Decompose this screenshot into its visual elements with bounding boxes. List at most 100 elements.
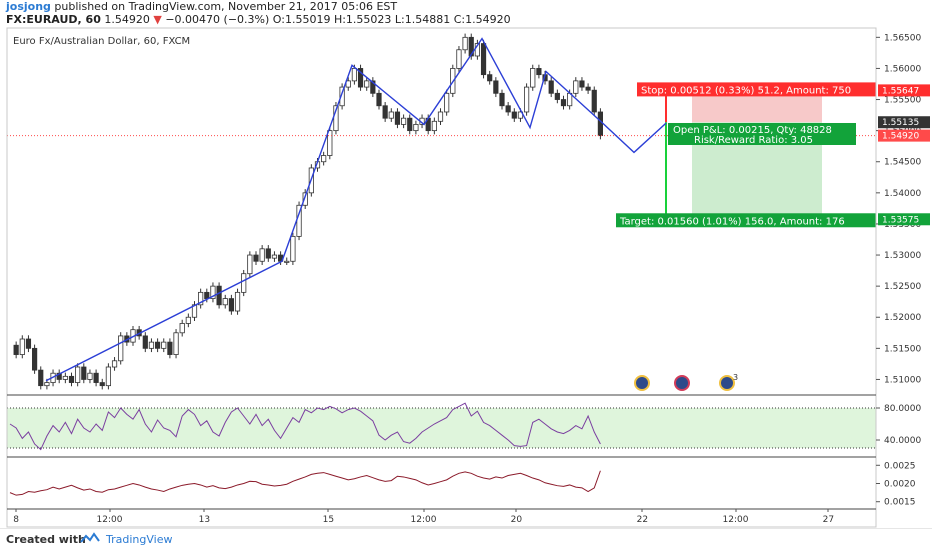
event-marker-ca-icon[interactable] — [719, 375, 735, 391]
current-price-badge: 1.54920 — [878, 129, 930, 142]
candle-up — [185, 316, 191, 324]
candle-down — [511, 111, 517, 119]
candle-down — [480, 43, 487, 76]
candle-down — [560, 99, 567, 107]
target-price-badge-text: 1.53575 — [882, 215, 919, 225]
rsi-line — [9, 402, 601, 451]
candle-down — [536, 68, 542, 76]
author-link[interactable]: josjong — [6, 0, 51, 13]
marker-circle — [674, 375, 690, 391]
time-tick-label: 20 — [511, 515, 523, 525]
time-tick-label: 15 — [323, 515, 334, 525]
tradingview-brand[interactable]: TradingView — [106, 533, 173, 546]
candle-down — [32, 347, 38, 371]
rr-text: Risk/Reward Ratio: 3.05 — [694, 135, 813, 146]
candle-down — [382, 105, 388, 119]
stop-label[interactable]: Stop: 0.00512 (0.33%) 51.2, Amount: 750 — [637, 82, 876, 97]
candle-down — [370, 80, 376, 94]
marker-circle — [719, 375, 735, 391]
current-price-badge-text: 1.54920 — [882, 132, 919, 142]
price-pane[interactable]: Euro Fx/Australian Dollar, 60, FXCM Stop:… — [7, 33, 876, 391]
symbol-name[interactable]: FX:EURAUD, 60 — [6, 13, 101, 26]
candle-up — [198, 291, 204, 306]
candle-down — [597, 111, 604, 137]
candle-up — [259, 248, 265, 262]
time-tick-label: 12:00 — [411, 515, 437, 525]
oscillator-line — [9, 470, 601, 496]
candle-up — [241, 273, 247, 293]
candle-down — [376, 92, 382, 107]
candle-down — [228, 298, 234, 312]
candle-up — [161, 341, 167, 349]
candle-up — [413, 124, 419, 132]
badge-box — [878, 116, 930, 129]
candle-up — [364, 80, 370, 88]
footer: Created with TradingView — [0, 528, 932, 551]
candle-up — [284, 260, 290, 263]
candle-up — [327, 130, 333, 156]
created-with-label: Created with — [6, 533, 86, 546]
target-label-text: Target: 0.01560 (1.01%) 156.0, Amount: 1… — [619, 216, 845, 227]
candle-up — [234, 291, 241, 312]
event-marker-au-icon[interactable] — [634, 375, 650, 391]
target-price-badge: 1.53575 — [878, 213, 930, 226]
rsi-tick-label: 80.0000 — [884, 404, 921, 414]
price-change: −0.00470 (−0.3%) — [165, 13, 270, 26]
chart-canvas[interactable]: Euro Fx/Australian Dollar, 60, FXCM Stop:… — [0, 26, 932, 528]
candle-up — [75, 366, 81, 383]
candle-down — [407, 117, 413, 132]
candle-down — [167, 341, 173, 355]
time-tick-label: 27 — [823, 515, 834, 525]
candle-up — [524, 86, 530, 113]
candle-down — [357, 68, 364, 88]
candle-up — [530, 68, 536, 88]
event-marker-eu-icon[interactable] — [674, 375, 690, 391]
price-tick-label: 1.56000 — [884, 64, 921, 74]
candle-up — [321, 155, 327, 163]
candle-up — [111, 360, 118, 368]
rsi-pane[interactable] — [7, 402, 876, 451]
stop-price-badge-text: 1.55647 — [882, 86, 919, 96]
candle-down — [548, 80, 554, 94]
chart-title: Euro Fx/Australian Dollar, 60, FXCM — [13, 36, 190, 47]
candle-up — [271, 254, 278, 259]
level-price-badge-text: 1.55135 — [882, 118, 919, 128]
rsi-band — [7, 408, 876, 448]
pnl-label[interactable]: Open P&L: 0.00215, Qty: 48828Risk/Reward… — [668, 123, 856, 146]
candle-down — [579, 80, 585, 88]
osc-tick-label: 0.0015 — [884, 498, 916, 508]
candle-down — [38, 369, 44, 387]
candle-up — [462, 36, 468, 51]
candle-up — [222, 298, 228, 306]
label-box — [616, 213, 876, 228]
candle-up — [573, 80, 579, 94]
candle-down — [81, 366, 87, 380]
rsi-tick-label: 40.0000 — [884, 436, 921, 446]
candle-down — [505, 105, 511, 113]
target-label[interactable]: Target: 0.01560 (1.01%) 156.0, Amount: 1… — [616, 213, 876, 228]
last-price: 1.54920 — [104, 13, 150, 26]
tradingview-logo-icon — [80, 532, 100, 543]
candle-up — [437, 111, 444, 122]
price-tick-label: 1.52000 — [884, 313, 921, 323]
time-tick-label: 13 — [199, 515, 210, 525]
price-tick-label: 1.52500 — [884, 282, 921, 292]
candle-up — [118, 335, 124, 362]
candle-up — [290, 235, 296, 262]
candle-up — [179, 323, 185, 334]
candle-down — [99, 382, 105, 387]
zigzag-line — [45, 37, 667, 382]
symbol-line: FX:EURAUD, 60 1.54920 ▼ −0.00470 (−0.3%)… — [6, 13, 511, 26]
candle-up — [388, 111, 394, 119]
candle-up — [400, 117, 407, 125]
candle-down — [487, 74, 493, 82]
badge-box — [878, 213, 930, 226]
stop-price-badge: 1.55647 — [878, 84, 930, 97]
oscillator-pane[interactable] — [9, 470, 601, 496]
candle-down — [493, 80, 499, 94]
candle-down — [554, 92, 560, 100]
price-tick-label: 1.54500 — [884, 158, 921, 168]
candle-down — [25, 338, 32, 349]
candle-up — [87, 372, 93, 380]
candle-down — [253, 254, 259, 262]
